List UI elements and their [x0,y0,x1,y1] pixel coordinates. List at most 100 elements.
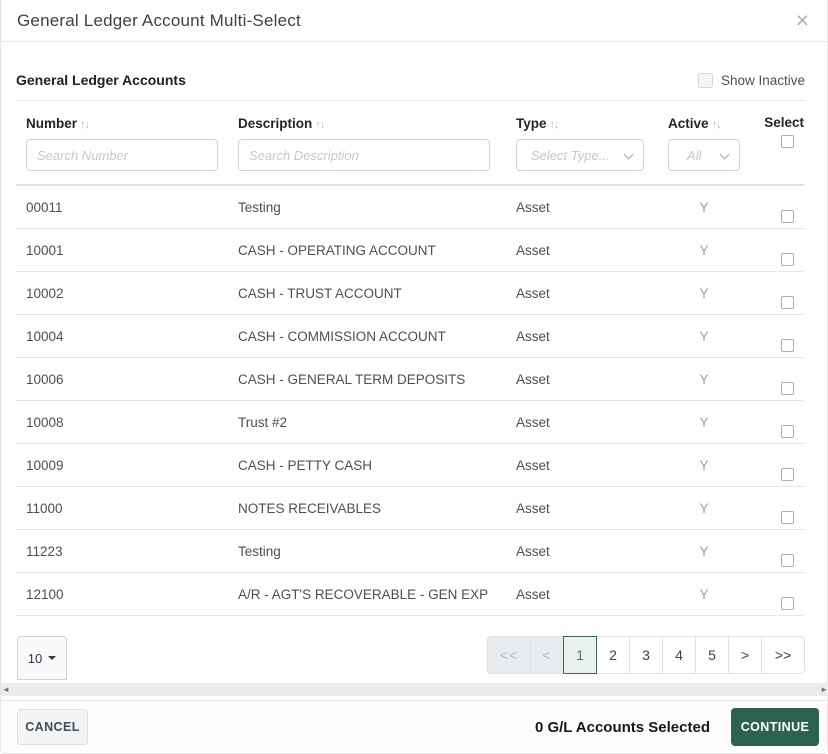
row-checkbox[interactable] [781,296,794,309]
row-checkbox[interactable] [781,468,794,481]
cell-description: Testing [238,199,281,215]
table-row[interactable]: 00011 Testing Asset Y [16,186,804,229]
pagination-last-button[interactable]: >> [761,636,805,674]
cell-description: CASH - COMMISSION ACCOUNT [238,328,446,344]
cell-description: Trust #2 [238,414,288,430]
cell-type: Asset [516,543,550,559]
sort-icon[interactable]: ↑↓ [80,119,90,131]
type-select-dropdown[interactable]: Select Type... [516,139,644,171]
horizontal-scrollbar[interactable]: ◄ ► [1,683,828,696]
pagination-page-3[interactable]: 3 [629,636,663,674]
table-row[interactable]: 10006 CASH - GENERAL TERM DEPOSITS Asset… [16,358,804,401]
close-icon[interactable]: × [795,7,809,33]
search-description-input[interactable] [238,139,490,171]
dialog-footer: CANCEL 0 G/L Accounts Selected CONTINUE [1,700,827,753]
row-checkbox[interactable] [781,554,794,567]
cell-active: Y [699,500,709,516]
table-row[interactable]: 10008 Trust #2 Asset Y [16,401,804,444]
cell-number: 10008 [26,414,64,430]
table-row[interactable]: 10002 CASH - TRUST ACCOUNT Asset Y [16,272,804,315]
type-select-placeholder: Select Type... [531,147,610,163]
cell-select [759,573,804,615]
dialog-title: General Ledger Account Multi-Select [17,10,301,30]
show-inactive-toggle[interactable]: Show Inactive [697,73,805,88]
cell-type: Asset [516,328,550,344]
cell-description: Testing [238,543,281,559]
dialog-header: General Ledger Account Multi-Select × [1,0,827,42]
cell-select [759,401,804,443]
chevron-down-icon [623,149,634,160]
row-checkbox[interactable] [781,511,794,524]
sort-icon[interactable]: ↑↓ [711,119,722,131]
continue-button[interactable]: CONTINUE [731,708,819,746]
row-checkbox[interactable] [781,210,794,223]
cell-active: Y [699,586,709,602]
cell-select [759,444,804,486]
cell-select [759,186,804,228]
cell-description: CASH - GENERAL TERM DEPOSITS [238,371,466,387]
table-row[interactable]: 10009 CASH - PETTY CASH Asset Y [16,444,804,487]
cell-type: Asset [516,500,550,516]
cell-type: Asset [516,414,550,430]
section-heading: General Ledger Accounts [16,72,186,88]
cell-active: Y [699,457,709,473]
pagination-page-2[interactable]: 2 [596,636,630,674]
pagination-next-button[interactable]: > [728,636,762,674]
column-active: Active ↑↓ All [668,115,759,171]
cell-select [759,358,804,400]
row-checkbox[interactable] [781,597,794,610]
cell-active: Y [699,414,709,430]
column-active-label[interactable]: Active ↑↓ [668,116,722,131]
row-checkbox[interactable] [781,253,794,266]
cell-number: 00011 [26,199,63,215]
cell-description: CASH - OPERATING ACCOUNT [238,242,436,258]
search-number-input[interactable] [26,139,218,171]
section-heading-row: General Ledger Accounts Show Inactive [16,42,805,101]
table-row[interactable]: 12100 A/R - AGT'S RECOVERABLE - GEN EXP … [16,573,804,616]
pagination-page-5[interactable]: 5 [695,636,729,674]
cell-active: Y [699,328,709,344]
cell-active: Y [699,285,709,301]
column-description-label[interactable]: Description ↑↓ [238,116,325,131]
cell-number: 10009 [26,457,64,473]
table-row[interactable]: 10001 CASH - OPERATING ACCOUNT Asset Y [16,229,804,272]
cell-number: 10004 [26,328,64,344]
column-select: Select [759,115,804,171]
table-row[interactable]: 11000 NOTES RECEIVABLES Asset Y [16,487,804,530]
cell-type: Asset [516,199,550,215]
cancel-button[interactable]: CANCEL [17,709,88,745]
table-row[interactable]: 11223 Testing Asset Y [16,530,804,573]
cell-number: 11223 [26,543,63,559]
active-select-value: All [687,147,702,163]
row-checkbox[interactable] [781,425,794,438]
column-number-label[interactable]: Number ↑↓ [26,116,90,131]
selected-count-text: 0 G/L Accounts Selected [534,718,710,736]
column-type: Type ↑↓ Select Type... [516,115,668,171]
page-size-value: 10 [27,650,43,666]
page-size-dropdown[interactable]: 10 [17,636,67,680]
sort-icon[interactable]: ↑↓ [549,119,560,131]
pagination-page-4[interactable]: 4 [662,636,696,674]
column-type-label[interactable]: Type ↑↓ [516,116,560,131]
pagination: << < 1 2 3 4 5 > >> [487,636,805,674]
pagination-first-button[interactable]: << [487,636,531,674]
cell-select [759,530,804,572]
pagination-page-1[interactable]: 1 [563,636,597,674]
cell-type: Asset [516,371,550,387]
table-header: Number↑↓ Description↑↓ Type↑↓ Select Typ… [16,101,804,186]
column-description: Description ↑↓ [238,115,516,171]
scroll-right-icon[interactable]: ► [820,685,828,694]
table-row[interactable]: 10004 CASH - COMMISSION ACCOUNT Asset Y [16,315,804,358]
scroll-left-icon[interactable]: ◄ [2,685,10,694]
row-checkbox[interactable] [781,382,794,395]
cell-active: Y [699,242,709,258]
active-select-dropdown[interactable]: All [668,139,740,171]
sort-icon[interactable]: ↑↓ [315,119,325,131]
select-all-checkbox[interactable] [781,135,794,148]
cell-description: NOTES RECEIVABLES [238,500,382,516]
row-checkbox[interactable] [781,339,794,352]
pagination-prev-button[interactable]: < [530,636,564,674]
show-inactive-checkbox[interactable] [697,73,713,88]
cell-select [759,229,804,271]
